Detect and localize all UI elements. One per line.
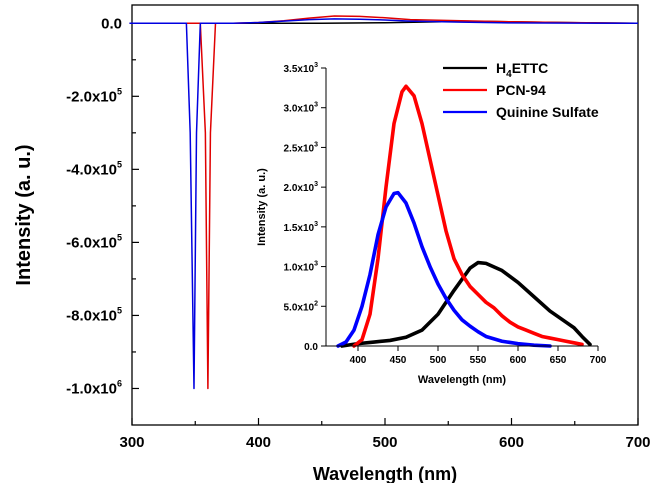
inset-x-tick-labels: 400 450 500 550 600 650 700 (350, 355, 607, 366)
main-series-line (129, 15, 639, 390)
legend: H4ETTC PCN-94 Quinine Sulfate (443, 60, 599, 120)
inset-series-line (352, 84, 584, 348)
inset-series-line (336, 190, 552, 348)
inset-y-tick-label: 5.0x102 (284, 300, 319, 313)
main-x-tick-label: 500 (372, 434, 397, 451)
main-series-line (129, 18, 639, 390)
inset-x-tick-label: 700 (590, 355, 607, 366)
main-x-tick-label: 400 (246, 434, 271, 451)
main-y-tick-label: -2.0x105 (66, 86, 122, 105)
inset-x-tick-label: 600 (510, 355, 527, 366)
main-x-tick-label: 300 (119, 434, 144, 451)
main-y-tick-label: 0.0 (101, 15, 122, 32)
inset-axes (325, 68, 598, 347)
inset-series-group (336, 84, 592, 348)
main-x-tick-label: 600 (499, 434, 524, 451)
inset-y-tick-labels: 0.0 5.0x102 1.0x103 1.5x103 2.0x103 2.5x103 3.… (284, 62, 319, 353)
inset-x-tick-label: 450 (390, 355, 407, 366)
main-y-tick-labels: 0.0 -2.0x105 -4.0x105 -6.0x105 -8.0x105 -1.0x… (66, 15, 122, 397)
legend-label: Quinine Sulfate (496, 104, 599, 120)
legend-label: H4ETTC (496, 60, 548, 80)
main-y-axis-title: Intensity (a. u.) (13, 144, 35, 285)
main-y-tick-label: -8.0x105 (66, 305, 122, 324)
main-x-tick-labels: 300 400 500 600 700 (119, 434, 650, 451)
inset-y-axis-title: Intensity (a. u.) (256, 168, 268, 246)
inset-plot: 400 450 500 550 600 650 700 0.0 5.0x102 1.0x103 1… (231, 58, 608, 391)
inset-y-tick-label: 3.5x103 (284, 62, 319, 75)
main-x-tick-label: 700 (625, 434, 650, 451)
inset-y-tick-label: 2.0x103 (284, 181, 319, 194)
inset-y-tick-label: 3.0x103 (284, 102, 319, 115)
main-y-tick-label: -4.0x105 (66, 159, 122, 178)
inset-y-tick-label: 1.5x103 (284, 221, 319, 234)
main-y-tick-label: -6.0x105 (66, 232, 122, 251)
inset-y-tick-label: 1.0x103 (284, 261, 319, 274)
inset-x-tick-label: 650 (550, 355, 567, 366)
inset-x-tick-label: 500 (430, 355, 447, 366)
legend-label: PCN-94 (496, 82, 546, 98)
inset-x-tick-label: 400 (350, 355, 367, 366)
inset-y-tick-label: 2.5x103 (284, 141, 319, 154)
main-y-tick-label: -1.0x106 (66, 378, 122, 397)
inset-series-line (340, 260, 592, 348)
inset-x-axis-title: Wavelength (nm) (418, 374, 507, 386)
main-plot: 300 400 500 600 700 0.0 -2.0x105 -4.0x105 -6.0x… (13, 4, 651, 483)
inset-x-tick-label: 550 (470, 355, 487, 366)
inset-axis-ticks (321, 67, 599, 351)
inset-y-tick-label: 0.0 (304, 342, 318, 353)
main-series-group (129, 15, 639, 390)
main-x-axis-title: Wavelength (nm) (313, 464, 457, 483)
